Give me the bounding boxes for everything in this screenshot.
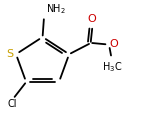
Text: O: O — [110, 39, 118, 49]
Text: NH$_2$: NH$_2$ — [46, 3, 66, 17]
Text: S: S — [6, 49, 13, 59]
Text: H$_3$C: H$_3$C — [102, 60, 122, 74]
Text: O: O — [88, 14, 97, 24]
Text: Cl: Cl — [7, 99, 17, 109]
